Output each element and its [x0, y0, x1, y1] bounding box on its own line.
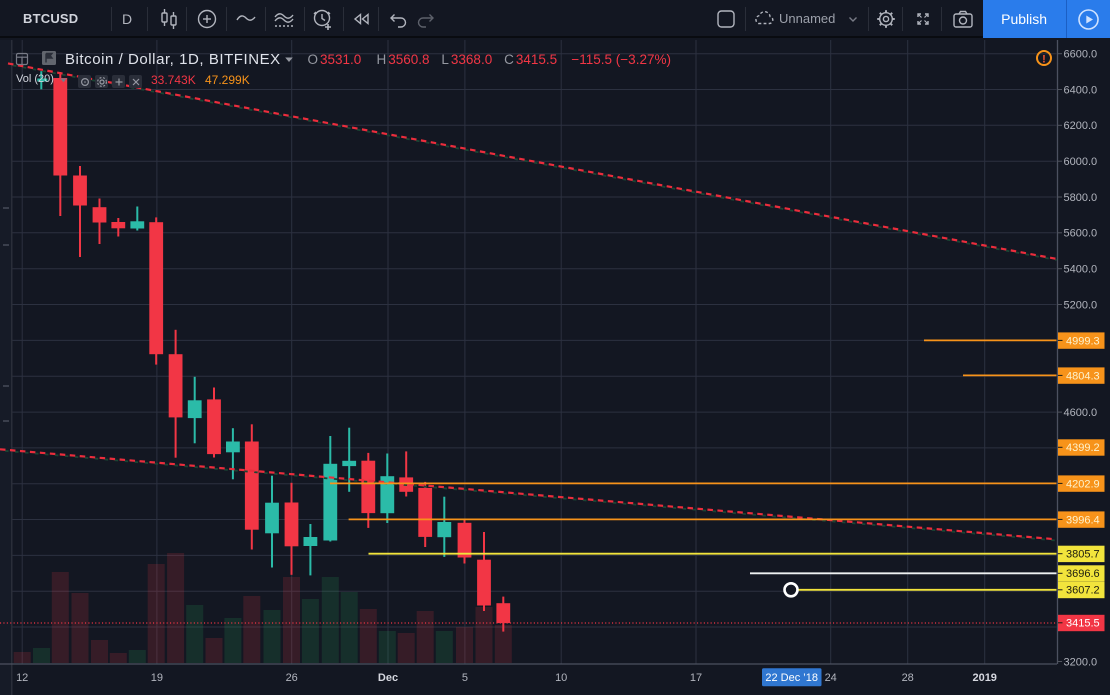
- svg-text:5600.0: 5600.0: [1064, 228, 1098, 240]
- svg-text:3200.0: 3200.0: [1064, 656, 1098, 668]
- svg-text:5: 5: [462, 672, 468, 684]
- svg-text:Dec: Dec: [378, 672, 398, 684]
- svg-text:5800.0: 5800.0: [1064, 192, 1098, 204]
- svg-text:28: 28: [902, 672, 914, 684]
- svg-text:4202.9: 4202.9: [1066, 478, 1100, 490]
- svg-text:22 Dec ’18: 22 Dec ’18: [765, 672, 818, 684]
- svg-text:2019: 2019: [972, 672, 996, 684]
- svg-text:6600.0: 6600.0: [1064, 49, 1098, 61]
- svg-text:3805.7: 3805.7: [1066, 549, 1100, 561]
- svg-text:3415.5: 3415.5: [1066, 618, 1100, 630]
- svg-text:4804.3: 4804.3: [1066, 370, 1100, 382]
- svg-text:6200.0: 6200.0: [1064, 120, 1098, 132]
- svg-text:19: 19: [151, 672, 163, 684]
- svg-text:26: 26: [286, 672, 298, 684]
- svg-text:6000.0: 6000.0: [1064, 156, 1098, 168]
- svg-text:3607.2: 3607.2: [1066, 585, 1100, 597]
- svg-text:10: 10: [555, 672, 567, 684]
- svg-text:12: 12: [16, 672, 28, 684]
- svg-text:5400.0: 5400.0: [1064, 264, 1098, 276]
- svg-text:4399.2: 4399.2: [1066, 442, 1100, 454]
- svg-text:4600.0: 4600.0: [1064, 407, 1098, 419]
- svg-text:5200.0: 5200.0: [1064, 299, 1098, 311]
- svg-text:6400.0: 6400.0: [1064, 84, 1098, 96]
- svg-text:!: !: [1042, 54, 1046, 66]
- svg-text:3996.4: 3996.4: [1066, 514, 1100, 526]
- svg-text:4999.3: 4999.3: [1066, 335, 1100, 347]
- svg-text:24: 24: [825, 672, 837, 684]
- svg-text:17: 17: [690, 672, 702, 684]
- svg-text:3696.6: 3696.6: [1066, 568, 1100, 580]
